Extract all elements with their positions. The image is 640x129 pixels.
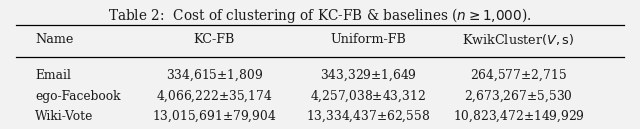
Text: KwikCluster$(V,\mathrm{s})$: KwikCluster$(V,\mathrm{s})$ [462,33,575,47]
Text: Wiki-Vote: Wiki-Vote [35,110,93,123]
Text: 264,577$\pm$2,715: 264,577$\pm$2,715 [470,68,567,83]
Text: 343,329$\pm$1,649: 343,329$\pm$1,649 [319,68,417,83]
Text: 4,257,038$\pm$43,312: 4,257,038$\pm$43,312 [310,88,426,104]
Text: 13,015,691$\pm$79,904: 13,015,691$\pm$79,904 [152,109,276,124]
Text: KC-FB: KC-FB [194,34,235,46]
Text: 4,066,222$\pm$35,174: 4,066,222$\pm$35,174 [156,88,273,104]
Text: 2,673,267$\pm$5,530: 2,673,267$\pm$5,530 [464,88,573,104]
Text: 13,334,437$\pm$62,558: 13,334,437$\pm$62,558 [306,109,430,124]
Text: ego-Facebook: ego-Facebook [35,90,121,103]
Text: Name: Name [35,34,74,46]
Text: 334,615$\pm$1,809: 334,615$\pm$1,809 [166,68,263,83]
Text: Uniform-FB: Uniform-FB [330,34,406,46]
Text: Table 2:  Cost of clustering of KC-FB & baselines ($n \geq 1{,}000$).: Table 2: Cost of clustering of KC-FB & b… [108,6,532,25]
Text: 10,823,472$\pm$149,929: 10,823,472$\pm$149,929 [452,109,584,124]
Text: Email: Email [35,69,71,82]
